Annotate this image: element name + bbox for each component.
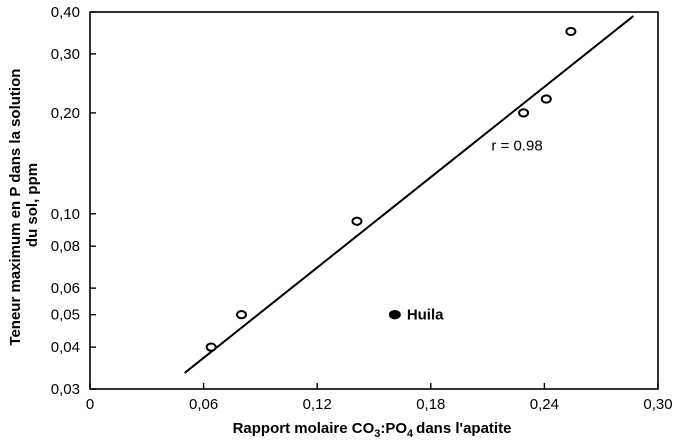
y-tick-label: 0,06 xyxy=(51,280,80,297)
y-tick-label: 0,04 xyxy=(51,339,80,356)
x-axis-label-part: Rapport molaire CO xyxy=(233,420,375,437)
fit-line-group xyxy=(184,15,635,374)
y-tick-label: 0,08 xyxy=(51,238,80,255)
x-tick-label: 0 xyxy=(86,396,94,413)
data-point-open xyxy=(540,94,552,104)
data-point-open xyxy=(351,216,363,226)
y-axis-label-line-1: Teneur maximum en P dans la solution xyxy=(7,69,24,346)
y-tick-label: 0,10 xyxy=(51,206,80,223)
x-tick-label: 0,12 xyxy=(303,396,332,413)
axes: 0 0,06 0,12 0,18 0,24 0,30 0,03 0,04 0,05 0,06 0,0… xyxy=(51,4,673,413)
x-axis-label: Rapport molaire CO3:PO4 dans l'apatite xyxy=(233,420,512,440)
data-point-open xyxy=(565,26,577,37)
correlation-annotation: r = 0.98 xyxy=(491,137,542,154)
x-axis-label-part: :PO xyxy=(380,420,407,437)
x-tick-label: 0,30 xyxy=(643,396,672,413)
data-point-open xyxy=(235,310,247,320)
data-points: Huila xyxy=(205,26,577,352)
x-tick-label: 0,24 xyxy=(530,396,559,413)
plot-frame xyxy=(89,11,659,390)
y-tick-label: 0,03 xyxy=(51,381,80,398)
data-point-open xyxy=(518,108,530,118)
y-tick-label: 0,30 xyxy=(51,46,80,63)
data-point-open xyxy=(205,342,217,352)
regression-line xyxy=(184,15,635,374)
y-tick-label: 0,20 xyxy=(51,105,80,122)
point-label-huila: Huila xyxy=(407,307,444,324)
x-axis-label-subscript: 3 xyxy=(374,428,380,440)
y-axis-label-line-2: du sol, ppm xyxy=(24,163,41,247)
y-tick-label: 0,05 xyxy=(51,307,80,324)
x-tick-label: 0,06 xyxy=(189,396,218,413)
y-tick-label: 0,40 xyxy=(51,4,80,21)
x-axis-label-part: dans l'apatite xyxy=(416,420,511,437)
y-axis-label: Teneur maximum en P dans la solution du … xyxy=(7,64,41,345)
chart-labels: Rapport molaire CO3:PO4 dans l'apatite Te… xyxy=(7,64,543,440)
x-tick-label: 0,18 xyxy=(416,396,445,413)
data-point-filled xyxy=(388,309,401,320)
x-axis-label-subscript: 4 xyxy=(407,428,414,440)
